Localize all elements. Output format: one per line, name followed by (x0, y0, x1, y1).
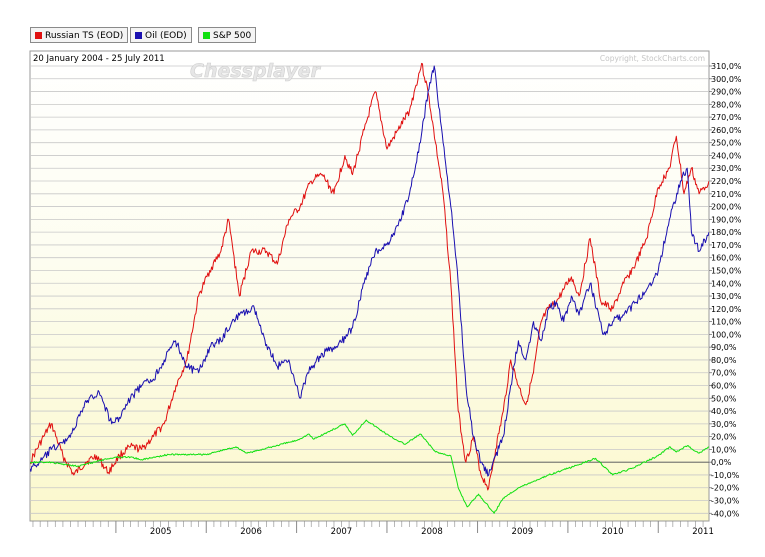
y-tick-label: 190,0% (711, 215, 742, 224)
y-tick-label: 250,0% (711, 139, 742, 148)
y-tick-label: 80,0% (711, 356, 737, 365)
legend-swatch-red-icon (35, 31, 42, 39)
y-tick-label: 170,0% (711, 241, 742, 250)
legend-label-russian-ts: Russian TS (EOD) (45, 31, 124, 41)
y-tick-label: -20,0% (711, 484, 740, 493)
y-tick-label: 50,0% (711, 394, 737, 403)
x-tick-label: 2010 (602, 527, 624, 537)
x-tick-label: 2006 (240, 527, 262, 537)
legend-item-oil: Oil (EOD) (130, 27, 192, 43)
x-axis: 2005 2006 2007 2008 2009 2010 2011 (32, 521, 714, 537)
legend-item-sp500: S&P 500 (198, 27, 257, 43)
gridlines (30, 65, 709, 514)
date-range-label: 20 January 2004 - 25 July 2011 (33, 54, 165, 64)
series-line-russian-ts (30, 62, 709, 491)
series-line-sp500 (30, 419, 709, 514)
y-tick-label: 150,0% (711, 266, 742, 275)
y-tick-label: 160,0% (711, 254, 742, 263)
y-tick-label: 120,0% (711, 305, 742, 314)
legend-swatch-green-icon (203, 31, 210, 39)
y-tick-label: 300,0% (711, 75, 742, 84)
y-tick-label: 40,0% (711, 407, 737, 416)
y-tick-label: 100,0% (711, 330, 742, 339)
legend-label-oil: Oil (EOD) (145, 31, 187, 41)
y-tick-label: -40,0% (711, 509, 740, 518)
legend-item-russian-ts: Russian TS (EOD) (30, 27, 129, 43)
y-tick-label: 280,0% (711, 100, 742, 109)
y-tick-label: 230,0% (711, 164, 742, 173)
x-tick-label: 2008 (421, 527, 443, 537)
y-tick-label: 220,0% (711, 177, 742, 186)
legend-swatch-blue-icon (135, 31, 142, 39)
y-tick-label: 140,0% (711, 279, 742, 288)
watermark-logo: Chessplayer (190, 60, 322, 82)
y-tick-label: 30,0% (711, 420, 737, 429)
y-tick-label: 110,0% (711, 318, 742, 327)
plot-background (29, 50, 710, 522)
y-tick-label: 260,0% (711, 126, 742, 135)
series-line-oil (30, 65, 709, 477)
y-tick-label: 90,0% (711, 343, 737, 352)
y-tick-label: 180,0% (711, 228, 742, 237)
y-tick-label: 130,0% (711, 292, 742, 301)
y-tick-label: -10,0% (711, 471, 740, 480)
y-axis: 310,0% 300,0% 290,0% 280,0% 270,0% 260,0% 250,… (709, 62, 742, 518)
y-tick-label: 60,0% (711, 382, 737, 391)
x-tick-label: 2005 (150, 527, 172, 537)
x-tick-label: 2009 (512, 527, 534, 537)
series-lines (30, 62, 709, 514)
y-tick-label: 310,0% (711, 62, 742, 71)
y-tick-label: 290,0% (711, 88, 742, 97)
x-tick-label: 2007 (331, 527, 353, 537)
y-tick-label: 240,0% (711, 151, 742, 160)
y-tick-label: 200,0% (711, 203, 742, 212)
y-tick-label: 0,0% (711, 458, 732, 467)
y-tick-label: 210,0% (711, 190, 742, 199)
y-tick-label: 10,0% (711, 445, 737, 454)
y-tick-label: 270,0% (711, 113, 742, 122)
legend-label-sp500: S&P 500 (213, 31, 252, 41)
y-tick-label: 20,0% (711, 433, 737, 442)
y-tick-label: 70,0% (711, 369, 737, 378)
x-tick-label: 2011 (692, 527, 714, 537)
copyright-text: Copyright, StockCharts.com (600, 54, 705, 63)
y-tick-label: -30,0% (711, 497, 740, 506)
